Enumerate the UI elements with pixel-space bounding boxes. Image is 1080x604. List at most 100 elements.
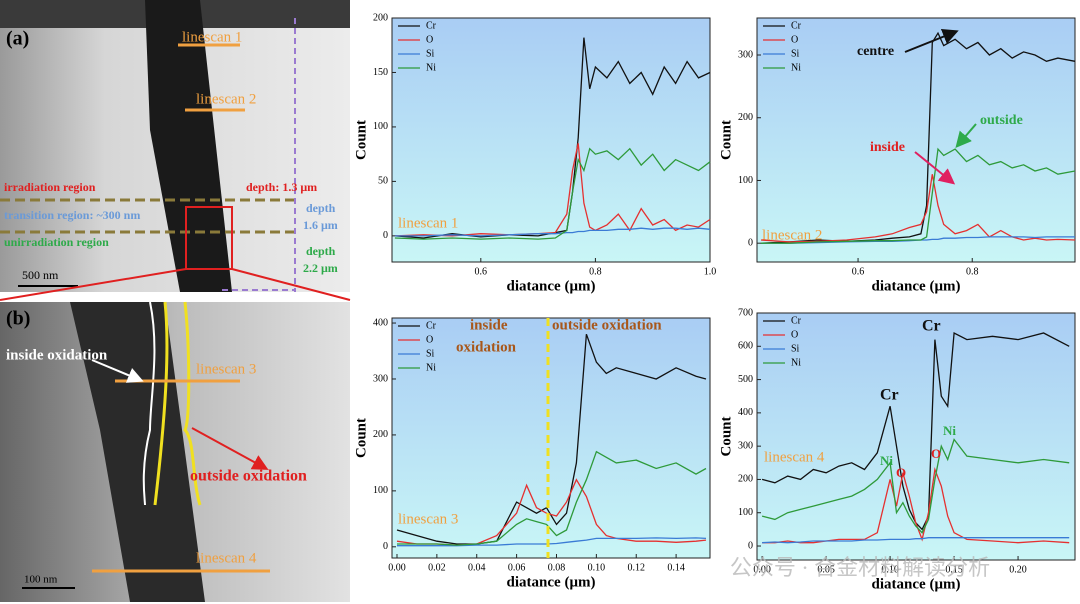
x-tick-label: 0.00 bbox=[388, 562, 406, 573]
watermark: 公众号 · 合金材料解读分析 bbox=[730, 555, 990, 580]
legend-label: Si bbox=[791, 48, 800, 59]
y-tick-label: 200 bbox=[373, 429, 388, 440]
x-tick-label: 0.12 bbox=[627, 562, 645, 573]
x-axis-label: diatance (μm) bbox=[507, 278, 596, 294]
annotation: outside bbox=[980, 113, 1023, 128]
y-tick-label: 0 bbox=[383, 541, 388, 552]
x-axis-label: diatance (μm) bbox=[872, 576, 961, 592]
legend-label: O bbox=[426, 334, 433, 345]
region-label: transition region: ~300 nm bbox=[4, 208, 140, 222]
annotation: Ni bbox=[880, 453, 893, 468]
x-tick-label: 0.06 bbox=[508, 562, 526, 573]
y-axis-label: Count bbox=[718, 416, 734, 456]
legend-label: Si bbox=[426, 48, 435, 59]
series-line bbox=[761, 147, 1076, 244]
legend-label: Ni bbox=[791, 62, 801, 73]
panel-a: (a) linescan 1 linescan 2 irradiation re… bbox=[0, 0, 350, 292]
series-line bbox=[397, 450, 707, 546]
linescan-label: linescan 2 bbox=[196, 91, 256, 107]
y-tick-label: 300 bbox=[738, 440, 753, 451]
y-axis-label: Count bbox=[353, 418, 369, 458]
annotation: inside bbox=[470, 317, 508, 333]
x-tick-label: 0.15 bbox=[945, 564, 963, 575]
y-tick-label: 200 bbox=[738, 112, 753, 123]
plot-area bbox=[391, 17, 711, 263]
y-tick-label: 200 bbox=[738, 474, 753, 485]
series-line bbox=[762, 537, 1070, 544]
x-tick-label: 0.6 bbox=[475, 266, 488, 277]
legend-label: Cr bbox=[426, 320, 437, 331]
plot-area bbox=[391, 317, 711, 559]
panel-label: (b) bbox=[6, 308, 30, 330]
annotation: centre bbox=[857, 44, 894, 59]
linescan-label: linescan 3 bbox=[196, 361, 256, 377]
oxidation-label: outside oxidation bbox=[190, 468, 307, 485]
y-tick-label: 0 bbox=[748, 237, 753, 248]
x-tick-label: 0.05 bbox=[817, 564, 835, 575]
series-line bbox=[761, 331, 1070, 531]
y-tick-label: 200 bbox=[373, 12, 388, 23]
annotation: oxidation bbox=[456, 339, 517, 355]
y-tick-label: 400 bbox=[738, 407, 753, 418]
series-line bbox=[761, 438, 1070, 534]
y-tick-label: 100 bbox=[738, 507, 753, 518]
annotation: O bbox=[931, 446, 941, 461]
region-label: irradiation region bbox=[4, 180, 96, 194]
annotation: linescan 4 bbox=[764, 449, 825, 465]
panel-label: (a) bbox=[6, 28, 29, 50]
x-axis-label: diatance (μm) bbox=[507, 574, 596, 590]
annotation: linescan 3 bbox=[398, 511, 458, 527]
series-line bbox=[394, 147, 711, 240]
oxidation-label: inside oxidation bbox=[6, 347, 108, 363]
annotation: Ni bbox=[943, 423, 956, 438]
depth-label: 2.2 μm bbox=[303, 261, 338, 275]
x-tick-label: 0.20 bbox=[1009, 564, 1027, 575]
depth-label: depth: 1.3 μm bbox=[246, 180, 317, 194]
depth-label: 1.6 μm bbox=[303, 218, 338, 232]
plot-area bbox=[756, 17, 1076, 263]
x-tick-label: 0.8 bbox=[589, 266, 602, 277]
legend-label: Ni bbox=[791, 357, 801, 368]
y-axis-label: Count bbox=[353, 120, 369, 160]
y-tick-label: 100 bbox=[738, 175, 753, 186]
legend-label: O bbox=[791, 329, 798, 340]
x-tick-label: 0.10 bbox=[588, 562, 606, 573]
plot-area bbox=[756, 312, 1076, 561]
annotation: inside bbox=[870, 140, 905, 155]
x-axis-label: diatance (μm) bbox=[872, 278, 961, 294]
series-line bbox=[760, 174, 1076, 243]
y-tick-label: 600 bbox=[738, 341, 753, 352]
x-tick-label: 0.02 bbox=[428, 562, 446, 573]
depth-label: depth bbox=[306, 244, 336, 258]
x-tick-label: 0.04 bbox=[468, 562, 486, 573]
y-tick-label: 0 bbox=[383, 230, 388, 241]
depth-label: depth bbox=[306, 201, 336, 215]
y-axis-label: Count bbox=[718, 120, 734, 160]
crack bbox=[145, 0, 232, 292]
annotation: linescan 1 bbox=[398, 215, 458, 231]
x-tick-label: 0.08 bbox=[548, 562, 566, 573]
linescan-label: linescan 4 bbox=[196, 550, 257, 566]
legend-label: Cr bbox=[791, 20, 802, 31]
y-tick-label: 300 bbox=[373, 373, 388, 384]
y-tick-label: 400 bbox=[373, 317, 388, 328]
y-tick-label: 0 bbox=[748, 540, 753, 551]
legend-label: Si bbox=[426, 348, 435, 359]
x-tick-label: 0.8 bbox=[966, 266, 979, 277]
legend-label: Ni bbox=[426, 62, 436, 73]
annotation: Cr bbox=[880, 387, 899, 404]
annotation: O bbox=[896, 465, 906, 480]
series-line bbox=[394, 143, 711, 237]
series-line bbox=[397, 537, 707, 547]
annotation: linescan 2 bbox=[762, 227, 822, 243]
x-tick-label: 0.00 bbox=[753, 564, 771, 575]
y-tick-label: 150 bbox=[373, 67, 388, 78]
legend-label: Si bbox=[791, 343, 800, 354]
x-tick-label: 0.14 bbox=[667, 562, 685, 573]
region-label: unirradiation region bbox=[4, 235, 109, 249]
linescan-label: linescan 1 bbox=[182, 29, 242, 45]
legend-label: Ni bbox=[426, 362, 436, 373]
x-tick-label: 0.10 bbox=[881, 564, 899, 575]
y-tick-label: 500 bbox=[738, 374, 753, 385]
